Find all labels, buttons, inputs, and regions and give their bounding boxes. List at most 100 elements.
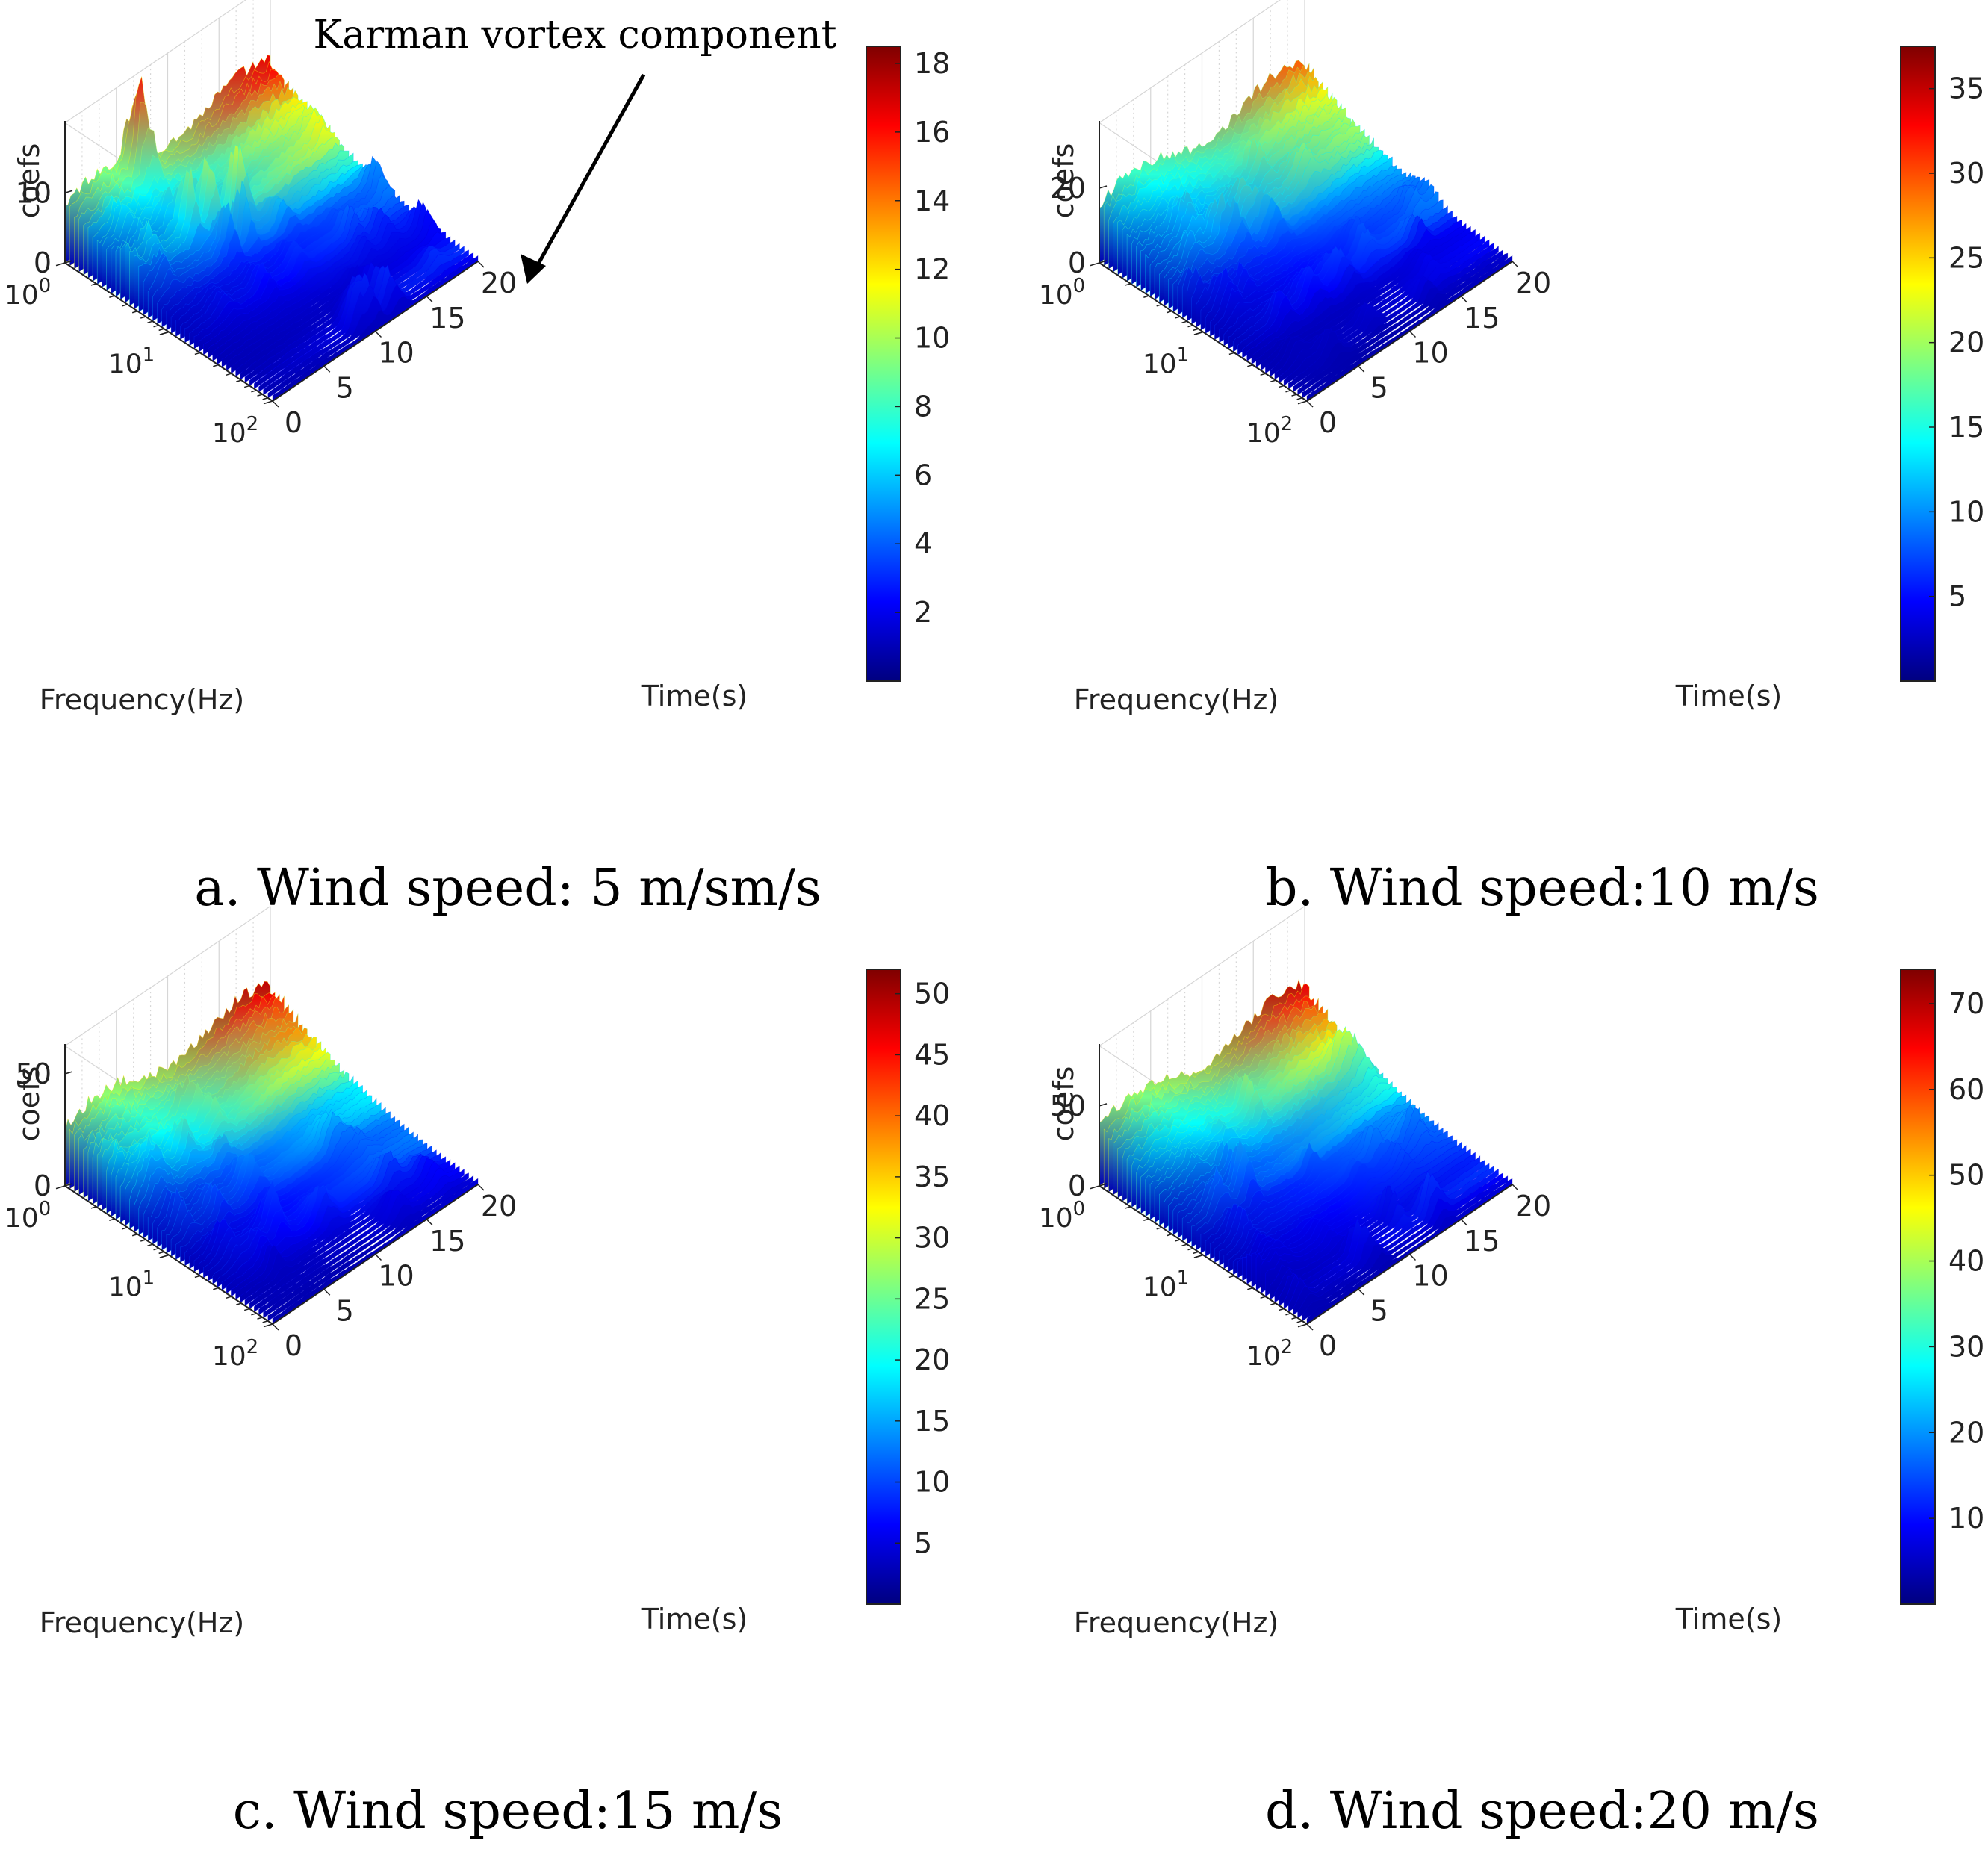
frequency-tick xyxy=(1125,1206,1131,1209)
time-tick xyxy=(1358,365,1365,373)
colorbar-tick-label: 2 xyxy=(914,596,932,629)
frequency-tick xyxy=(1278,385,1285,388)
frequency-tick-exp: 1 xyxy=(1177,344,1190,367)
frequency-tick xyxy=(213,364,219,367)
coefs-tick xyxy=(64,260,73,264)
time-tick-label: 15 xyxy=(1464,302,1500,335)
time-tick xyxy=(426,1219,433,1226)
frequency-tick-exp: 2 xyxy=(246,1336,259,1358)
frequency-tick-label: 101 xyxy=(108,1267,155,1303)
frequency-tick xyxy=(1156,303,1162,307)
coefs-tick xyxy=(1099,1103,1108,1107)
grid-line xyxy=(1099,906,1305,1046)
frequency-tick xyxy=(235,1302,242,1305)
frequency-tick xyxy=(1193,1251,1199,1255)
frequency-tick-base: 10 xyxy=(1246,1341,1281,1372)
surface-strip xyxy=(231,208,437,374)
frequency-tick-exp: 2 xyxy=(1281,413,1293,435)
time-tick xyxy=(1460,296,1467,303)
colorbar-tick-label: 70 xyxy=(1948,987,1984,1020)
frequency-tick-label: 101 xyxy=(1143,1267,1189,1303)
frequency-tick xyxy=(1285,389,1291,393)
frequency-tick xyxy=(1187,324,1193,328)
frequency-tick xyxy=(1090,262,1100,267)
time-tick xyxy=(426,296,433,303)
colorbar-tick-label: 25 xyxy=(914,1282,950,1315)
coefs-tick xyxy=(1099,260,1108,264)
time-axis-label: Time(s) xyxy=(641,1603,748,1635)
time-tick-label: 20 xyxy=(481,267,517,299)
frequency-tick xyxy=(1187,1247,1193,1251)
frequency-tick xyxy=(1297,1323,1308,1328)
frequency-tick xyxy=(1143,1218,1149,1221)
panel-caption: c. Wind speed:15 m/s xyxy=(233,1782,783,1841)
surface xyxy=(1099,978,1513,1325)
frequency-tick xyxy=(159,1254,170,1258)
frequency-tick xyxy=(1193,328,1199,332)
frequency-axis-label: Frequency(Hz) xyxy=(40,1606,244,1639)
surface-strip xyxy=(1306,1178,1513,1325)
coefs-axis-label: coefs xyxy=(13,143,46,219)
frequency-tick xyxy=(1291,1317,1297,1320)
time-tick xyxy=(1512,261,1519,268)
coefs-tick-label: 0 xyxy=(34,246,52,279)
frequency-tick-label: 102 xyxy=(212,1336,258,1372)
frequency-tick-exp: 0 xyxy=(1073,275,1086,297)
time-tick xyxy=(272,1323,279,1331)
colorbar-tick-label: 60 xyxy=(1948,1073,1984,1106)
time-tick-label: 20 xyxy=(1515,1190,1551,1222)
colorbar xyxy=(1900,969,1936,1605)
frequency-tick xyxy=(226,373,232,376)
frequency-tick xyxy=(140,316,146,319)
coefs-tick xyxy=(64,190,73,193)
frequency-tick xyxy=(153,1247,159,1251)
panel-caption: a. Wind speed: 5 m/sm/s xyxy=(194,859,821,918)
frequency-tick xyxy=(122,1226,128,1230)
frequency-tick xyxy=(1228,1275,1235,1279)
frequency-tick xyxy=(140,1239,146,1242)
coefs-tick xyxy=(1099,185,1108,189)
frequency-tick-label: 100 xyxy=(4,275,51,311)
time-tick xyxy=(323,365,331,373)
frequency-tick xyxy=(213,1287,219,1290)
frequency-axis-label: Frequency(Hz) xyxy=(1074,1606,1279,1639)
frequency-tick xyxy=(158,328,164,332)
frequency-tick-label: 100 xyxy=(4,1198,51,1234)
surface xyxy=(1099,60,1513,402)
frequency-tick xyxy=(194,1275,201,1279)
frequency-tick-base: 10 xyxy=(1246,418,1281,449)
frequency-tick-label: 102 xyxy=(1246,413,1293,449)
time-tick xyxy=(1512,1184,1519,1191)
coefs-axis-label: coefs xyxy=(1047,1066,1080,1142)
frequency-tick xyxy=(1260,1296,1266,1299)
frequency-tick-base: 10 xyxy=(1143,349,1177,380)
frequency-tick xyxy=(158,1251,164,1255)
time-tick xyxy=(272,400,279,408)
colorbar-tick-label: 40 xyxy=(914,1099,950,1132)
time-tick-label: 0 xyxy=(1319,406,1337,439)
panel-caption: b. Wind speed:10 m/s xyxy=(1265,859,1819,918)
time-tick-label: 20 xyxy=(1515,267,1551,299)
time-tick-label: 5 xyxy=(336,371,354,404)
colorbar-tick-label: 35 xyxy=(1948,72,1984,105)
colorbar-tick-label: 16 xyxy=(914,116,950,149)
surface-strip xyxy=(1228,1104,1435,1273)
coefs-tick-label: 50 xyxy=(16,1057,52,1090)
surface xyxy=(64,55,479,402)
frequency-tick xyxy=(90,1206,97,1209)
colorbar-tick-label: 6 xyxy=(914,459,932,491)
frequency-tick xyxy=(122,303,128,307)
frequency-tick xyxy=(1278,1308,1285,1311)
frequency-tick xyxy=(262,397,268,400)
frequency-tick xyxy=(1270,1302,1276,1305)
colorbar xyxy=(866,969,901,1605)
colorbar-tick-label: 10 xyxy=(914,322,950,355)
surface-strip xyxy=(221,199,428,368)
frequency-tick-base: 10 xyxy=(212,1341,246,1372)
colorbar-tick-label: 50 xyxy=(1948,1159,1984,1192)
frequency-tick xyxy=(257,394,263,397)
time-tick xyxy=(1408,1253,1417,1261)
time-tick-label: 10 xyxy=(1412,1260,1448,1293)
